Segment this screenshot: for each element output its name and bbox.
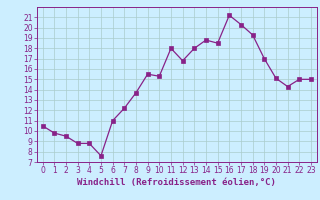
X-axis label: Windchill (Refroidissement éolien,°C): Windchill (Refroidissement éolien,°C) [77,178,276,187]
